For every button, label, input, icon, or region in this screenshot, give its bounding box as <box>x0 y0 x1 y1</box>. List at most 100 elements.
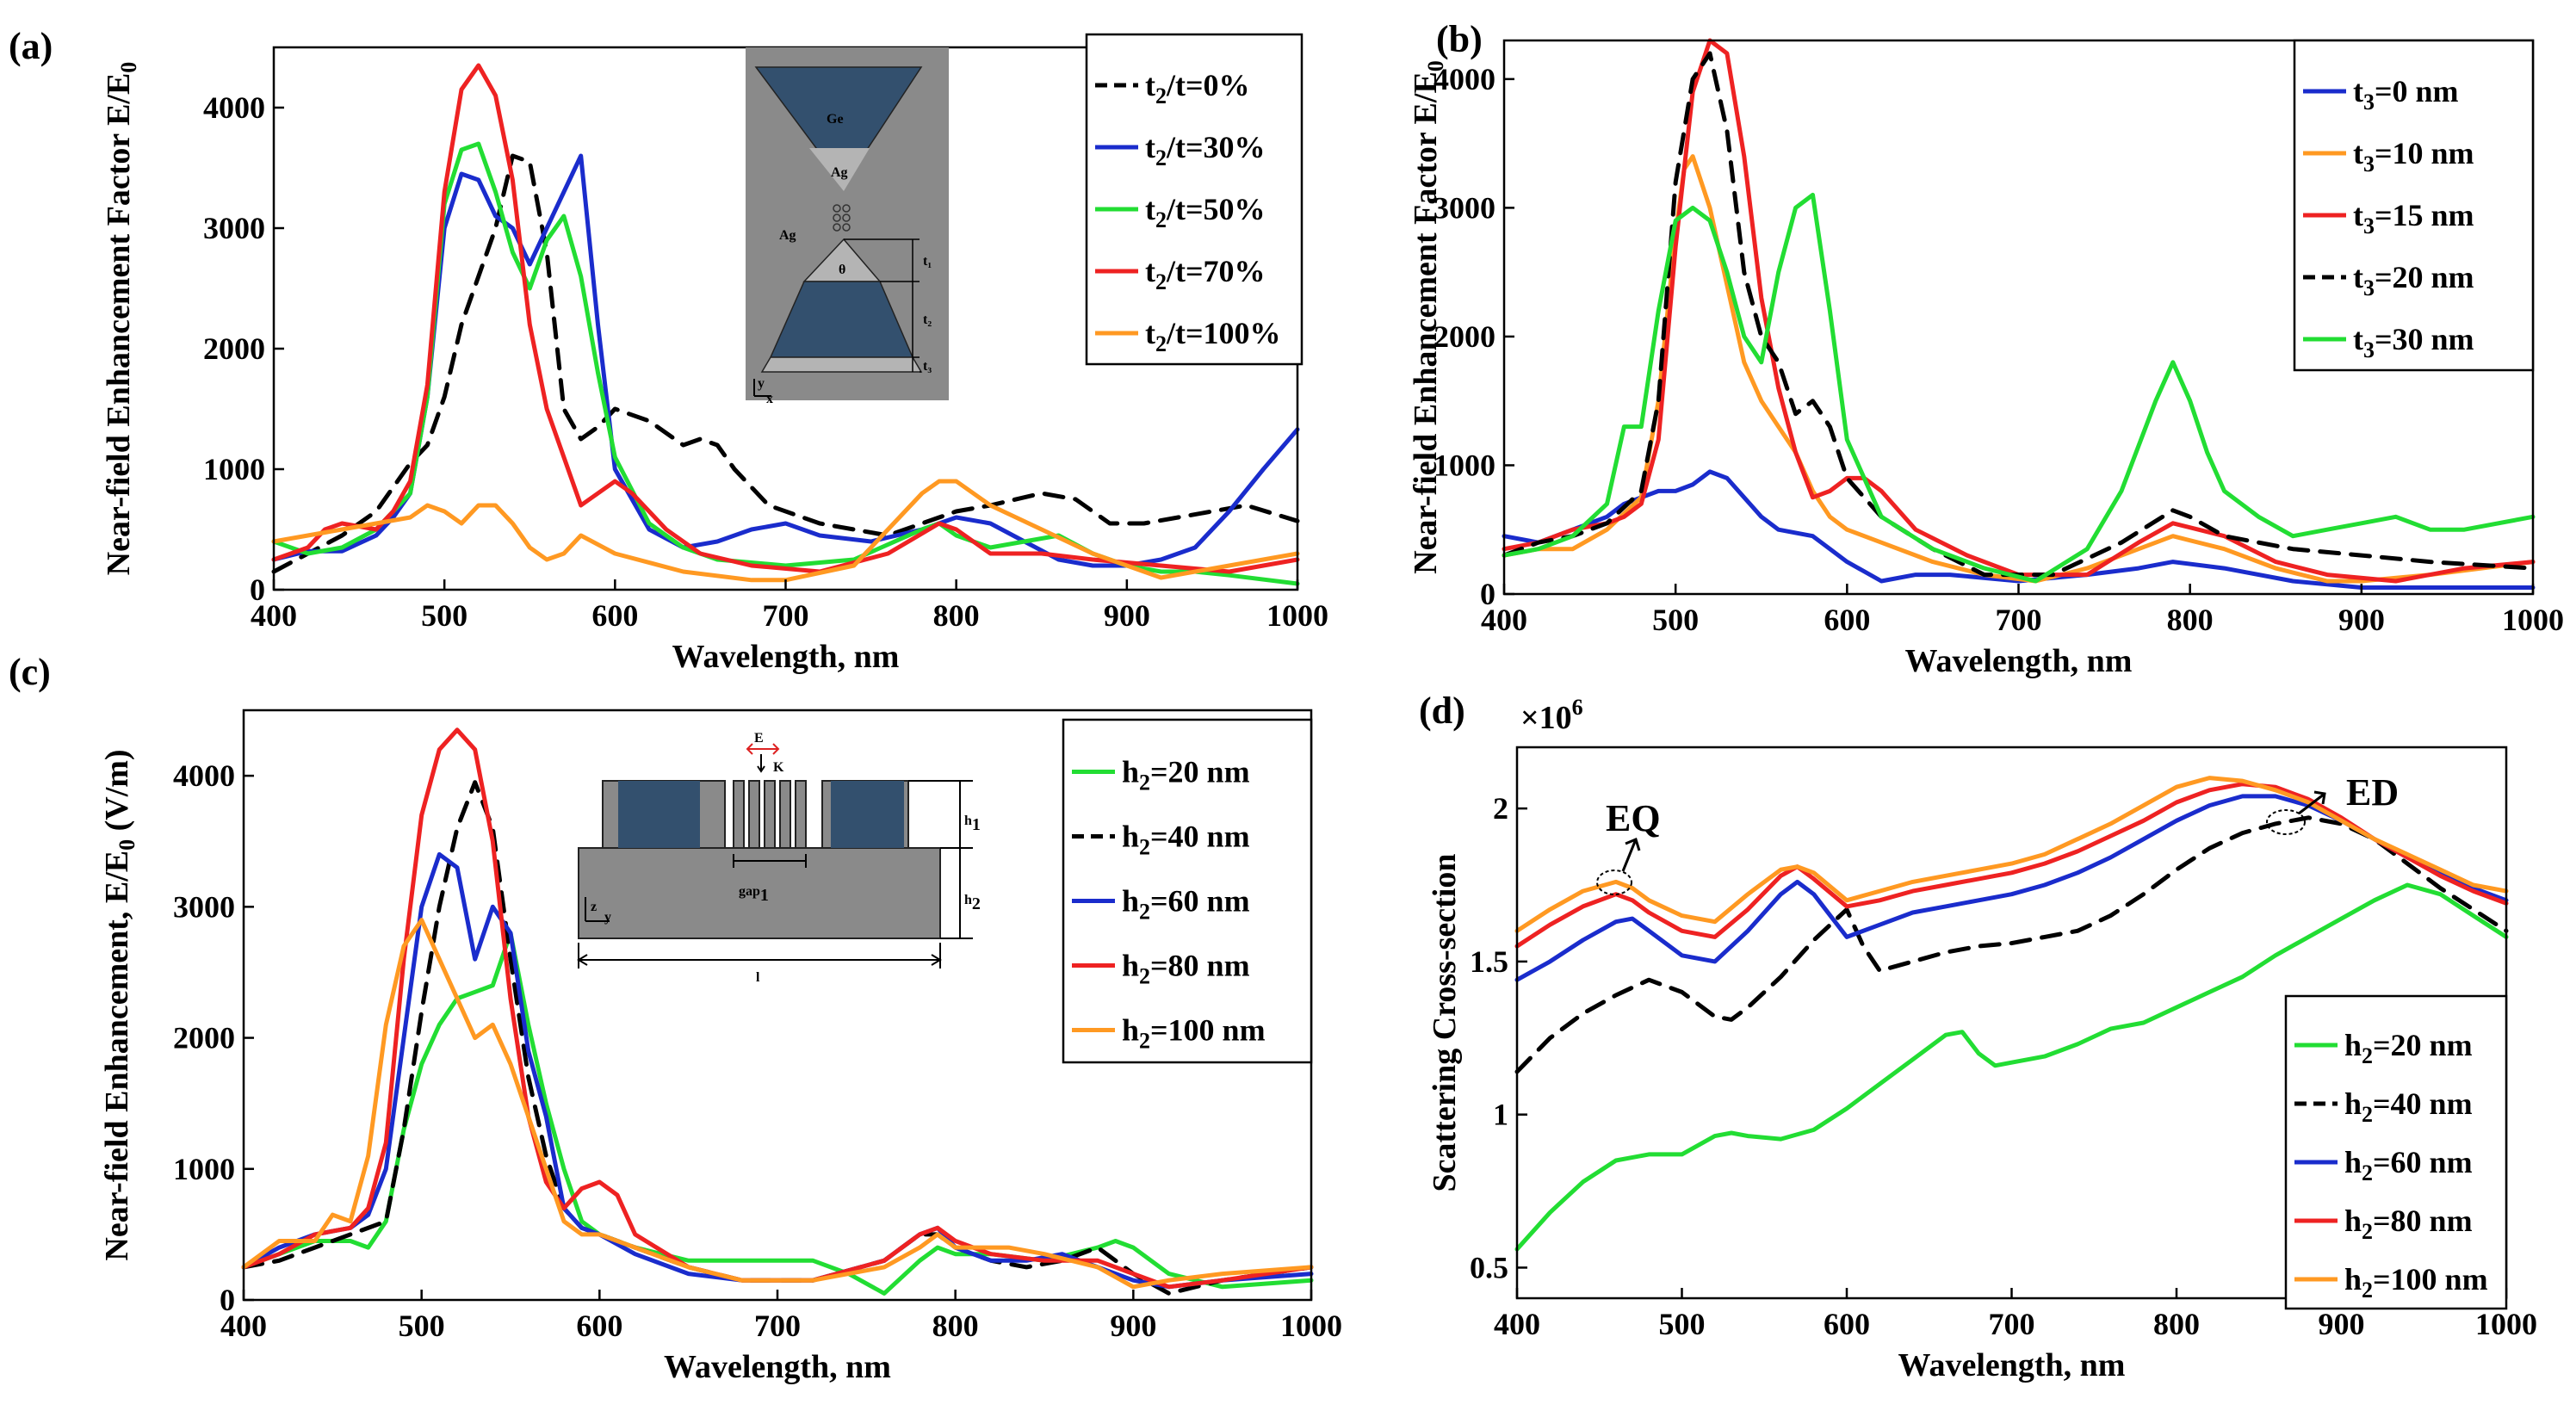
annotation-arrows <box>1621 790 2326 872</box>
panel-a-y-axis-label: Near-field Enhancement Factor E/E0 <box>101 62 141 576</box>
ed-marker-circle <box>2266 809 2306 835</box>
panel-b-y-axis-label: Near-field Enhancement Factor E/E0 <box>1408 60 1448 574</box>
inset-a-ge-label: Ge <box>827 112 844 127</box>
inset-c-h1-label: h1 <box>964 814 981 834</box>
panel-d-xtick-label: 1000 <box>2475 1307 2537 1341</box>
panel-c-ytick-label: 4000 <box>173 758 235 793</box>
inset-c-e-label: E <box>754 731 764 746</box>
panel-a-legend-entry-1: t2/t=0% <box>1145 68 1250 108</box>
panel-d-legend-entry-3: h2=60 nm <box>2344 1145 2473 1185</box>
panel-d-xtick-label: 400 <box>1494 1307 1540 1341</box>
panel-b-series-4-line <box>1502 51 2536 578</box>
inset-a-t2-label: t₂ <box>923 313 932 327</box>
panel-a-legend-entry-3: t2/t=50% <box>1145 192 1266 232</box>
panel-d-ytick-label: 1.5 <box>1470 944 1508 979</box>
panel-d-legend-entry-1: h2=20 nm <box>2344 1028 2473 1068</box>
panel-d-xtick-label: 900 <box>2319 1307 2365 1341</box>
panel-b-legend-box <box>2293 39 2535 372</box>
inset-c-l-label: l <box>756 970 760 985</box>
panel-d-y-axis-label: Scattering Cross-section <box>1427 854 1463 1192</box>
panel-c-ytick-label: 0 <box>220 1283 235 1317</box>
panel-b-xtick-label: 800 <box>2167 603 2214 637</box>
panel-c-y-axis-label: Near-field Enhancement, E/E0 (V/m) <box>99 749 139 1260</box>
panel-a-series-4-line <box>271 63 1300 574</box>
panel-d-xtick-label: 600 <box>1824 1307 1870 1341</box>
panel-c-series-3-line <box>241 851 1314 1290</box>
panel-b-series-5-line <box>1502 192 2536 584</box>
panel-b-legend-entry-3: t3=15 nm <box>2353 198 2474 238</box>
panel-a-ytick-label: 0 <box>250 572 265 607</box>
panel-b-legend-entry-4: t3=20 nm <box>2353 260 2474 300</box>
panel-c-series-4-line <box>241 727 1314 1290</box>
panel-a-series-5-line <box>271 479 1300 583</box>
panel-d-series-5-line <box>1514 776 2509 933</box>
inset-a-dimension-lines <box>844 238 921 373</box>
panel-a: 400 500 600 700 800 900 1000 0 1000 2000 3000 4000 W… <box>9 25 1328 675</box>
panel-d: 400 500 600 700 800 900 1000 0.5 1 1.5 2 Wavelength… <box>1419 690 2537 1383</box>
panel-d-annotations: EQ ED <box>1596 771 2399 895</box>
panel-d-xtick-label: 700 <box>1989 1307 2035 1341</box>
panel-d-legend-entry-4: h2=80 nm <box>2344 1204 2473 1244</box>
inset-a-t3-label: t₃ <box>923 359 932 374</box>
inset-a-ag-tip-label: Ag <box>831 165 848 180</box>
eq-marker-circle <box>1596 869 1632 895</box>
inset-a-ge-cone-top <box>754 66 923 187</box>
panel-d-series-2-line <box>1514 815 2509 1074</box>
inset-a-theta-label: θ <box>839 263 845 277</box>
panel-a-xtick-label: 1000 <box>1266 598 1328 633</box>
inset-c-k-arrow <box>757 754 765 773</box>
eq-annotation: EQ <box>1606 797 1661 839</box>
panel-d-ytick-label: 2 <box>1493 791 1508 826</box>
panel-c-panel-label: (c) <box>9 651 51 693</box>
panel-d-legend-entry-2: h2=40 nm <box>2344 1086 2473 1127</box>
panel-d-panel-label: (d) <box>1419 690 1465 732</box>
panel-d-legend-box <box>2284 994 2508 1310</box>
panel-b-series-3-line <box>1502 38 2536 584</box>
panel-a-ytick-label: 3000 <box>203 211 265 245</box>
panel-c-legend-entry-5: h2=100 nm <box>1122 1013 1266 1054</box>
panel-d-ytick-label: 0.5 <box>1470 1250 1508 1284</box>
inset-a-axes-icon <box>753 379 771 397</box>
inset-c-h2-label: h2 <box>964 893 981 913</box>
panel-a-xtick-label: 700 <box>763 598 809 633</box>
panel-c-xtick-label: 600 <box>576 1309 622 1343</box>
panel-a-x-axis-label: Wavelength, nm <box>672 639 900 675</box>
panel-c-legend-box <box>1062 718 1313 1064</box>
panel-b-ytick-label: 4000 <box>1434 62 1495 96</box>
panel-b-series-1-line <box>1502 469 2536 590</box>
inset-c-axes-icon <box>585 897 610 922</box>
inset-c-right-ge <box>831 781 904 848</box>
panel-a-xtick-label: 900 <box>1104 598 1150 633</box>
panel-a-ytick-label: 2000 <box>203 331 265 366</box>
inset-c-slits <box>733 780 807 849</box>
panel-a-legend-entry-2: t2/t=30% <box>1145 130 1266 170</box>
inset-c-gap-label: gap1 <box>739 884 769 905</box>
inset-a-axis-x: x <box>766 392 773 406</box>
panel-c-xtick-label: 500 <box>399 1309 445 1343</box>
panel-b-xtick-label: 700 <box>1996 603 2042 637</box>
panel-d-series-3-line <box>1514 794 2509 982</box>
panel-d-legend-entry-5: h2=100 nm <box>2344 1262 2488 1303</box>
inset-a-schematic: Ge Ag Ag θ t₁ t₂ t₃ y x <box>746 47 949 406</box>
panel-b-legend-entry-1: t3=0 nm <box>2353 74 2459 114</box>
panel-b-xtick-label: 400 <box>1481 603 1527 637</box>
panel-a-legend-entry-4: t2/t=70% <box>1145 254 1266 294</box>
panel-a-xtick-label: 800 <box>933 598 980 633</box>
panel-b: 400 500 600 700 800 900 1000 0 1000 2000 3000 4000 W… <box>1408 18 2564 679</box>
panel-c-series-5-line <box>241 918 1314 1290</box>
inset-a-ag-side-label: Ag <box>779 228 796 243</box>
inset-a-gap-circles <box>833 204 851 232</box>
panel-c-legend-entry-4: h2=80 nm <box>1122 949 1250 989</box>
panel-d-series-1-line <box>1514 882 2509 1252</box>
panel-b-xtick-label: 500 <box>1652 603 1699 637</box>
panel-a-ytick-label: 1000 <box>203 452 265 486</box>
panel-c-legend-entry-2: h2=40 nm <box>1122 820 1250 860</box>
panel-d-yscale-label: ×106 <box>1520 695 1583 736</box>
panel-c-ytick-label: 1000 <box>173 1152 235 1186</box>
panel-b-legend-entry-2: t3=10 nm <box>2353 136 2474 176</box>
panel-c-series-2-line <box>241 780 1314 1296</box>
panel-b-ytick-label: 3000 <box>1434 190 1495 225</box>
panel-a-ytick-label: 4000 <box>203 90 265 125</box>
panel-a-legend-box <box>1085 33 1303 366</box>
